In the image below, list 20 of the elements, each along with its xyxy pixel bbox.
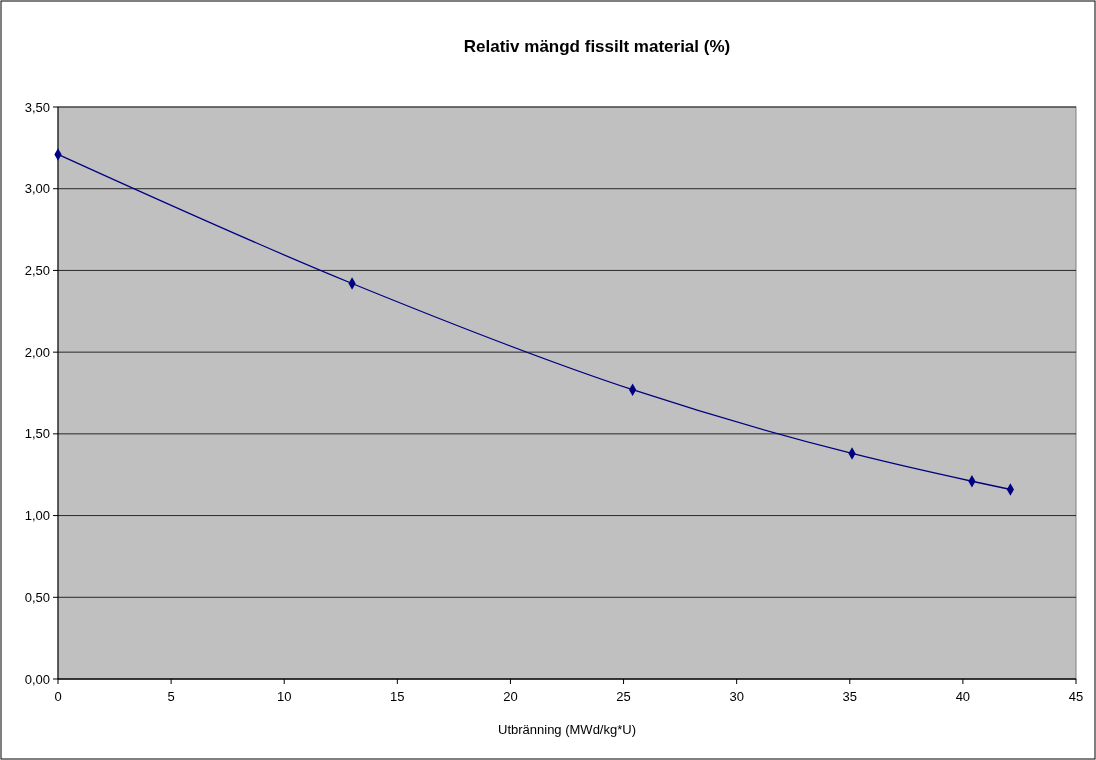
x-tick-label: 10 <box>276 689 292 704</box>
x-tick-label: 30 <box>729 689 744 704</box>
x-tick-label: 20 <box>503 689 518 704</box>
x-tick-label: 0 <box>54 689 62 704</box>
y-tick-label: 1,50 <box>24 426 50 442</box>
x-tick-label: 40 <box>955 689 971 704</box>
y-tick-label: 3,50 <box>24 99 50 115</box>
x-tick-label: 25 <box>616 689 631 704</box>
y-tick-label: 3,00 <box>24 181 50 197</box>
x-tick-label: 5 <box>167 689 175 704</box>
chart-title: Relativ mängd fissilt material (%) <box>463 37 731 56</box>
x-tick-label: 35 <box>842 689 858 704</box>
y-tick-label: 0,50 <box>24 589 50 605</box>
x-tick-label: 15 <box>390 689 405 704</box>
y-tick-label: 2,00 <box>24 344 50 360</box>
x-tick-label: 45 <box>1068 689 1084 704</box>
y-tick-label: 1,00 <box>24 508 50 524</box>
y-tick-label: 0,00 <box>24 671 50 687</box>
y-tick-label: 2,50 <box>24 262 50 278</box>
x-axis-title: Utbränning (MWd/kg*U) <box>498 722 636 737</box>
